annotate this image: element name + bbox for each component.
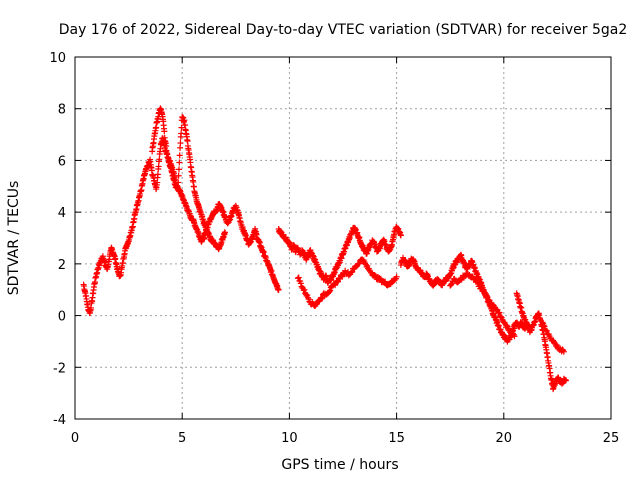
x-tick-label: 25 <box>603 431 620 446</box>
data-point <box>178 124 185 131</box>
x-tick-label: 20 <box>496 431 513 446</box>
data-point <box>301 286 308 293</box>
data-point <box>154 171 161 178</box>
data-point <box>348 269 355 276</box>
data-point <box>178 130 185 137</box>
data-point <box>161 128 168 135</box>
data-point <box>155 163 162 170</box>
data-point <box>177 140 184 147</box>
data-point <box>393 273 400 280</box>
data-point <box>174 185 181 192</box>
data-point <box>175 179 182 186</box>
data-point <box>560 348 567 355</box>
data-point <box>222 229 229 236</box>
data-point <box>342 267 349 274</box>
data-point <box>156 156 163 163</box>
data-point <box>176 152 183 159</box>
axis-ticks: 0 5 10 15 20 25 -4 -2 0 2 4 6 8 10 <box>49 51 619 446</box>
y-tick-label: -2 <box>53 361 66 376</box>
data-point <box>295 274 302 281</box>
y-axis-title: SDTVAR / TECUs <box>6 181 22 296</box>
plot-frame <box>74 56 612 420</box>
x-tick-label: 5 <box>178 431 186 446</box>
y-tick-label: 6 <box>58 154 66 169</box>
data-point <box>541 323 548 330</box>
data-points <box>80 105 569 393</box>
data-point <box>326 288 333 295</box>
grid <box>75 57 611 419</box>
y-tick-label: 0 <box>58 310 66 325</box>
x-axis-title: GPS time / hours <box>281 457 398 473</box>
data-point <box>304 292 311 299</box>
data-point <box>327 287 334 294</box>
data-point <box>175 172 182 179</box>
y-tick-label: 4 <box>58 206 66 221</box>
data-point <box>297 280 304 287</box>
data-point <box>397 232 404 239</box>
x-tick-label: 0 <box>71 431 79 446</box>
data-point <box>562 377 569 384</box>
y-tick-label: 2 <box>58 258 66 273</box>
data-point <box>511 333 518 340</box>
data-point <box>356 260 363 267</box>
data-point <box>543 327 550 334</box>
data-point <box>447 281 454 288</box>
data-point <box>176 159 183 166</box>
x-tick-label: 10 <box>281 431 298 446</box>
data-point <box>318 295 325 302</box>
data-point <box>496 309 503 316</box>
data-point <box>175 166 182 173</box>
data-point <box>540 322 547 329</box>
y-tick-label: -4 <box>53 413 66 428</box>
chart-title: Day 176 of 2022, Sidereal Day-to-day VTE… <box>59 22 628 38</box>
x-tick-label: 15 <box>388 431 405 446</box>
data-point <box>275 286 282 293</box>
data-point <box>349 268 356 275</box>
data-point <box>478 284 485 291</box>
y-tick-label: 8 <box>58 103 66 118</box>
y-tick-label: 10 <box>49 51 66 66</box>
